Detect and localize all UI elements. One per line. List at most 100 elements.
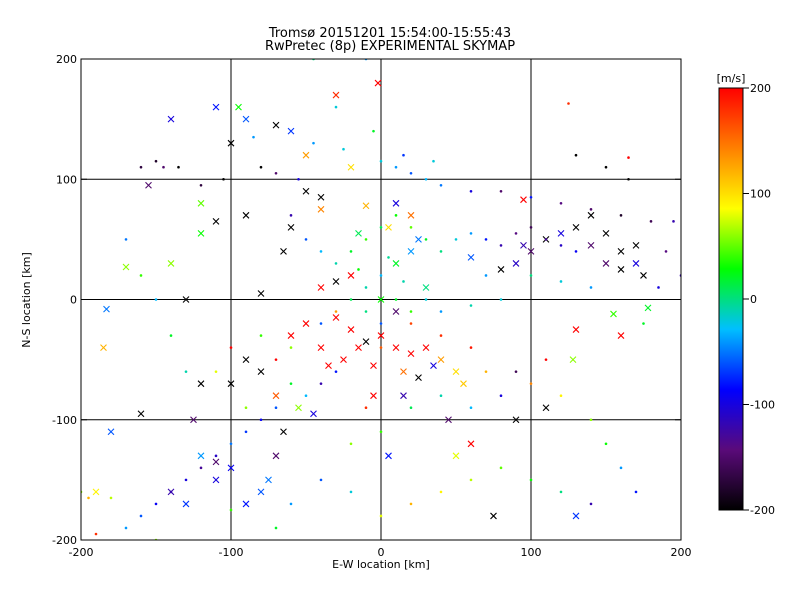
dot-marker xyxy=(439,490,443,494)
cross-marker xyxy=(280,248,287,255)
cross-marker xyxy=(632,260,640,267)
dot-marker xyxy=(484,238,488,241)
cross-marker xyxy=(227,464,235,472)
dot-marker xyxy=(664,250,668,253)
dot-marker xyxy=(379,346,383,349)
x-tick-label: 0 xyxy=(378,546,385,559)
dot-marker xyxy=(289,502,293,506)
dot-marker xyxy=(469,232,473,235)
cross-marker xyxy=(167,115,175,123)
cross-marker xyxy=(242,500,250,508)
cross-marker xyxy=(242,211,250,219)
cross-marker xyxy=(280,428,287,436)
cross-marker xyxy=(272,121,280,129)
dot-marker xyxy=(394,298,398,301)
dot-marker xyxy=(409,322,413,325)
cross-marker xyxy=(415,235,422,243)
cross-marker xyxy=(640,272,647,279)
dot-marker xyxy=(409,502,413,506)
cross-marker xyxy=(355,229,362,237)
dot-marker xyxy=(94,532,98,536)
cross-marker xyxy=(392,260,400,267)
dot-marker xyxy=(454,238,458,241)
dot-marker xyxy=(469,189,473,193)
dot-marker xyxy=(409,171,413,175)
cross-marker xyxy=(287,127,295,135)
cross-marker xyxy=(370,362,377,370)
x-tick-label: -100 xyxy=(219,546,244,559)
cross-marker xyxy=(400,368,407,376)
dot-marker xyxy=(432,159,435,163)
dot-marker xyxy=(604,165,608,169)
dot-marker xyxy=(379,514,383,518)
dot-marker xyxy=(349,250,353,253)
dot-marker xyxy=(379,226,383,229)
cross-marker xyxy=(392,308,400,315)
cross-marker xyxy=(497,266,505,273)
dot-marker xyxy=(334,370,338,373)
cross-marker xyxy=(197,229,205,237)
dot-marker xyxy=(109,496,113,500)
x-axis-label: E-W location [km] xyxy=(332,558,430,571)
dot-marker xyxy=(252,135,255,139)
cross-marker xyxy=(212,103,220,111)
dot-marker xyxy=(274,171,278,175)
x-tick-label: 100 xyxy=(521,546,542,559)
dot-marker xyxy=(439,334,443,337)
dot-marker xyxy=(154,502,158,506)
cross-marker xyxy=(265,476,272,484)
dot-marker xyxy=(544,238,548,241)
dot-marker xyxy=(289,214,293,217)
cross-marker xyxy=(272,392,280,400)
cross-marker xyxy=(122,263,130,271)
dot-marker xyxy=(424,177,428,181)
cross-marker xyxy=(182,296,190,303)
cross-marker xyxy=(407,350,415,358)
cross-marker xyxy=(572,326,580,333)
dot-marker xyxy=(619,466,623,470)
dot-marker xyxy=(499,244,503,247)
dot-marker xyxy=(499,189,503,193)
dot-marker xyxy=(499,466,503,470)
cross-marker xyxy=(197,199,205,207)
dot-marker xyxy=(574,153,578,157)
dot-marker xyxy=(214,454,218,458)
cross-marker xyxy=(137,410,145,418)
cross-marker xyxy=(422,284,430,291)
chart-subtitle: RwPretec (8p) EXPERIMENTAL SKYMAP xyxy=(265,39,515,54)
cross-marker xyxy=(212,217,220,225)
dot-marker xyxy=(259,165,263,169)
y-tick-label: 0 xyxy=(70,294,77,307)
dot-marker xyxy=(559,280,563,283)
cross-marker xyxy=(385,223,392,231)
cross-marker xyxy=(385,452,392,460)
cross-marker xyxy=(332,91,340,99)
colorbar-tick-label: 100 xyxy=(750,188,771,201)
dot-marker xyxy=(469,304,473,307)
x-tick-label: 200 xyxy=(671,546,692,559)
y-tick-label: 200 xyxy=(56,53,77,66)
dot-marker xyxy=(589,418,593,422)
dot-marker xyxy=(334,105,338,109)
dot-marker xyxy=(649,220,653,223)
dot-marker xyxy=(439,183,443,187)
cross-marker xyxy=(302,187,310,195)
cross-marker xyxy=(407,211,415,219)
cross-marker xyxy=(392,199,400,207)
dot-marker xyxy=(379,430,383,434)
dot-marker xyxy=(619,214,623,217)
cross-marker xyxy=(460,380,467,388)
dot-marker xyxy=(559,490,563,494)
dot-marker xyxy=(274,358,278,361)
dot-marker xyxy=(199,466,203,470)
dot-marker xyxy=(627,156,630,159)
y-axis-label: N-S location [km] xyxy=(20,252,33,348)
dot-marker xyxy=(304,394,308,398)
dot-marker xyxy=(402,153,405,157)
cross-marker xyxy=(242,356,250,364)
cross-marker xyxy=(520,241,527,249)
dot-marker xyxy=(319,382,323,385)
dot-marker xyxy=(334,262,338,265)
dot-marker xyxy=(124,526,128,530)
